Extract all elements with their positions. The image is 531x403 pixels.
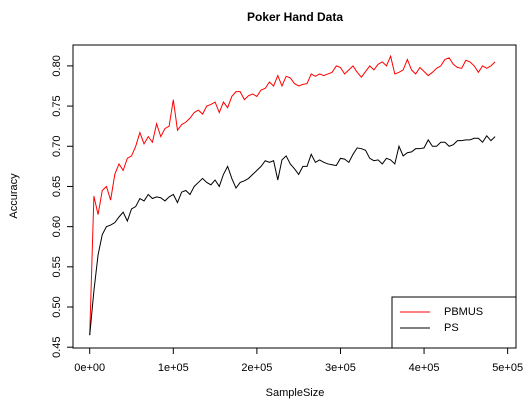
- legend-label: PBMUS: [444, 306, 483, 318]
- x-tick-label: 2e+05: [241, 362, 272, 374]
- y-tick-label: 0.80: [51, 55, 63, 76]
- y-tick-label: 0.50: [51, 296, 63, 317]
- x-tick-label: 0e+00: [74, 362, 105, 374]
- x-tick-label: 5e+05: [492, 362, 523, 374]
- y-tick-label: 0.55: [51, 256, 63, 277]
- y-tick-label: 0.60: [51, 216, 63, 237]
- y-tick-label: 0.45: [51, 336, 63, 357]
- legend-label: PS: [444, 322, 459, 334]
- y-tick-label: 0.65: [51, 176, 63, 197]
- legend-box: [391, 296, 517, 349]
- y-tick-label: 0.70: [51, 136, 63, 157]
- line-series: [89, 134, 496, 336]
- chart-title: Poker Hand Data: [247, 10, 343, 24]
- y-axis-label: Accuracy: [8, 173, 20, 219]
- x-tick-label: 4e+05: [409, 362, 440, 374]
- x-tick-label: 3e+05: [325, 362, 356, 374]
- plot-frame: [72, 44, 517, 349]
- y-tick-label: 0.75: [51, 95, 63, 116]
- line-series: [89, 54, 496, 336]
- x-tick-label: 1e+05: [158, 362, 189, 374]
- x-axis-label: SampleSize: [266, 387, 325, 399]
